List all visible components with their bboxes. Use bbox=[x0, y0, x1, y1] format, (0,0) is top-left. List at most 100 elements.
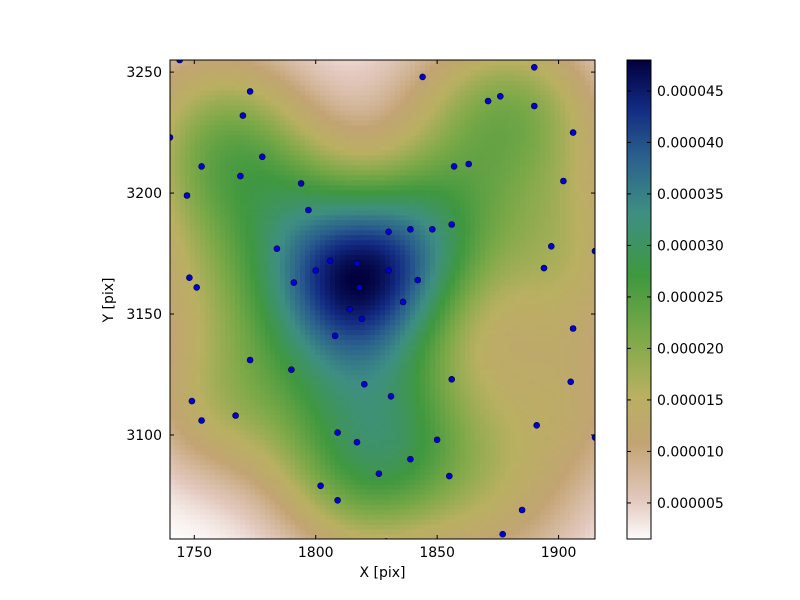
heatmap-cell bbox=[275, 394, 281, 400]
heatmap-cell bbox=[255, 359, 261, 365]
heatmap-cell bbox=[410, 524, 416, 530]
heatmap-cell bbox=[385, 499, 391, 505]
heatmap-cell bbox=[270, 499, 276, 505]
heatmap-cell bbox=[400, 394, 406, 400]
heatmap-cell bbox=[470, 279, 476, 286]
heatmap-cell bbox=[290, 359, 296, 365]
heatmap-cell bbox=[450, 499, 456, 505]
heatmap-cell bbox=[510, 404, 516, 410]
heatmap-cell bbox=[400, 339, 406, 346]
heatmap-cell bbox=[200, 484, 206, 490]
heatmap-cell bbox=[465, 534, 471, 539]
heatmap-cell bbox=[570, 349, 576, 355]
heatmap-cell bbox=[265, 284, 271, 291]
heatmap-cell bbox=[235, 369, 241, 375]
heatmap-cell bbox=[520, 429, 526, 435]
heatmap-cell bbox=[435, 244, 441, 251]
heatmap-cell bbox=[400, 369, 406, 375]
heatmap-cell bbox=[210, 389, 216, 395]
heatmap-cell bbox=[405, 354, 411, 360]
heatmap-cell bbox=[550, 359, 556, 365]
heatmap-cell bbox=[530, 259, 536, 266]
heatmap-cell bbox=[590, 444, 595, 450]
heatmap-cell bbox=[400, 399, 406, 405]
heatmap-cell bbox=[445, 414, 451, 420]
heatmap-cell bbox=[215, 504, 221, 510]
heatmap-cell bbox=[170, 349, 176, 355]
heatmap-cell bbox=[535, 514, 541, 520]
heatmap-cell bbox=[380, 399, 386, 405]
heatmap-cell bbox=[585, 439, 591, 445]
heatmap-cell bbox=[510, 289, 516, 296]
heatmap-cell bbox=[410, 339, 416, 346]
heatmap-cell bbox=[235, 404, 241, 410]
heatmap-cell bbox=[385, 489, 391, 495]
heatmap-cell bbox=[290, 489, 296, 495]
heatmap-cell bbox=[275, 334, 281, 341]
heatmap-cell bbox=[315, 284, 321, 291]
heatmap-cell bbox=[520, 289, 526, 296]
heatmap-cell bbox=[285, 304, 291, 311]
heatmap-cell bbox=[315, 334, 321, 341]
heatmap-cell bbox=[380, 254, 386, 261]
heatmap-cell bbox=[305, 309, 311, 316]
heatmap-cell bbox=[305, 359, 311, 365]
heatmap-cell bbox=[230, 264, 236, 271]
heatmap-cell bbox=[340, 464, 346, 470]
heatmap-cell bbox=[370, 254, 376, 261]
heatmap-cell bbox=[325, 349, 331, 355]
heatmap-cell bbox=[375, 279, 381, 286]
heatmap-cell bbox=[400, 429, 406, 435]
heatmap-cell bbox=[200, 269, 206, 276]
heatmap-cell bbox=[510, 509, 516, 515]
heatmap-cell bbox=[190, 439, 196, 445]
heatmap-cell bbox=[475, 364, 481, 370]
heatmap-cell bbox=[235, 499, 241, 505]
heatmap-cell bbox=[585, 389, 591, 395]
heatmap-cell bbox=[320, 494, 326, 500]
heatmap-cell bbox=[230, 364, 236, 370]
heatmap-cell bbox=[575, 269, 581, 276]
heatmap-cell bbox=[380, 314, 386, 321]
heatmap-cell bbox=[445, 254, 451, 261]
heatmap-cell bbox=[430, 419, 436, 425]
heatmap-cell bbox=[435, 389, 441, 395]
heatmap-cell bbox=[565, 424, 571, 430]
heatmap-cell bbox=[355, 269, 361, 276]
heatmap-cell bbox=[510, 469, 516, 475]
heatmap-cell bbox=[480, 509, 486, 515]
heatmap-cell bbox=[560, 379, 566, 385]
heatmap-cell bbox=[245, 474, 251, 480]
heatmap-cell bbox=[225, 344, 231, 350]
heatmap-cell bbox=[415, 324, 421, 331]
heatmap-cell bbox=[180, 269, 186, 276]
heatmap-cell bbox=[490, 504, 496, 510]
heatmap-cell bbox=[475, 414, 481, 420]
heatmap-cell bbox=[255, 349, 261, 355]
heatmap-cell bbox=[185, 454, 191, 460]
heatmap-cell bbox=[285, 409, 291, 415]
heatmap-cell bbox=[395, 364, 401, 370]
heatmap-cell bbox=[485, 339, 491, 346]
heatmap-cell bbox=[490, 324, 496, 331]
heatmap-cell bbox=[540, 459, 546, 465]
heatmap-cell bbox=[425, 499, 431, 505]
heatmap-cell bbox=[195, 304, 201, 311]
heatmap-cell bbox=[260, 444, 266, 450]
heatmap-cell bbox=[585, 294, 591, 301]
heatmap-cell bbox=[220, 299, 226, 306]
heatmap-cell bbox=[345, 249, 351, 256]
heatmap-cell bbox=[290, 344, 296, 350]
heatmap-cell bbox=[280, 444, 286, 450]
heatmap-cell bbox=[555, 264, 561, 271]
heatmap-cell bbox=[500, 354, 506, 360]
heatmap-cell bbox=[295, 294, 301, 301]
heatmap-cell bbox=[410, 274, 416, 281]
heatmap-cell bbox=[280, 304, 286, 311]
heatmap-cell bbox=[245, 334, 251, 341]
heatmap-cell bbox=[270, 394, 276, 400]
heatmap-cell bbox=[580, 319, 586, 326]
heatmap-cell bbox=[320, 324, 326, 331]
heatmap-cell bbox=[365, 489, 371, 495]
heatmap-cell bbox=[330, 534, 336, 539]
